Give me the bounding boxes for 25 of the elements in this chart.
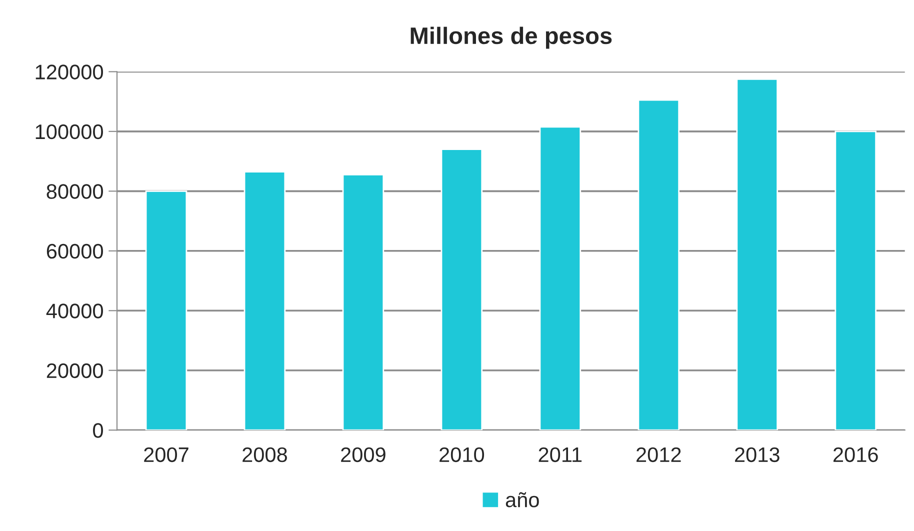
- y-tick-label: 0: [93, 423, 103, 438]
- bar: [342, 174, 384, 430]
- y-tick-label: 100000: [36, 124, 103, 140]
- y-tick-label: 40000: [46, 304, 103, 318]
- y-tick-label: 80000: [46, 184, 103, 199]
- y-tick-label: 120000: [36, 64, 103, 80]
- bar: [440, 148, 483, 430]
- y-tick-label: 20000: [46, 363, 103, 378]
- x-tick-label: 2008: [242, 447, 287, 462]
- chart-title: Millones de pesos: [410, 26, 612, 49]
- x-tick-label: 2013: [735, 447, 780, 462]
- x-tick-label: 2010: [440, 447, 484, 462]
- legend-label: año: [506, 492, 539, 508]
- bar: [244, 171, 286, 430]
- x-tick-label: 2009: [341, 447, 386, 462]
- x-tick-label: 2012: [636, 447, 681, 462]
- bar: [736, 78, 778, 430]
- x-tick-label: 2011: [538, 447, 582, 462]
- bar: [834, 130, 876, 430]
- bar: [638, 99, 680, 430]
- x-tick-label: 2007: [144, 447, 188, 462]
- x-tick-label: 2016: [833, 447, 878, 462]
- y-tick-label: 60000: [46, 244, 103, 259]
- bar: [539, 126, 582, 430]
- bar: [145, 190, 188, 430]
